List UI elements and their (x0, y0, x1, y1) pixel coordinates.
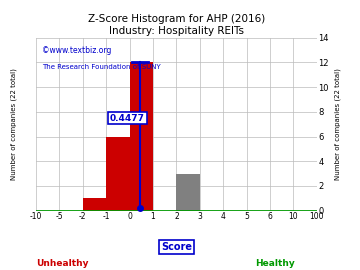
Y-axis label: Number of companies (22 total): Number of companies (22 total) (334, 68, 341, 180)
Text: ©www.textbiz.org: ©www.textbiz.org (42, 46, 111, 55)
Text: Unhealthy: Unhealthy (36, 259, 89, 268)
Text: The Research Foundation of SUNY: The Research Foundation of SUNY (42, 64, 160, 70)
Text: Healthy: Healthy (255, 259, 295, 268)
Text: Score: Score (161, 242, 192, 252)
Bar (106, 137, 130, 211)
Text: Number of companies (22 total): Number of companies (22 total) (10, 68, 17, 180)
Bar (83, 198, 106, 211)
Bar (176, 174, 200, 211)
Bar (130, 62, 153, 211)
Text: 0.4477: 0.4477 (110, 113, 145, 123)
Title: Z-Score Histogram for AHP (2016)
Industry: Hospitality REITs: Z-Score Histogram for AHP (2016) Industr… (88, 14, 265, 36)
